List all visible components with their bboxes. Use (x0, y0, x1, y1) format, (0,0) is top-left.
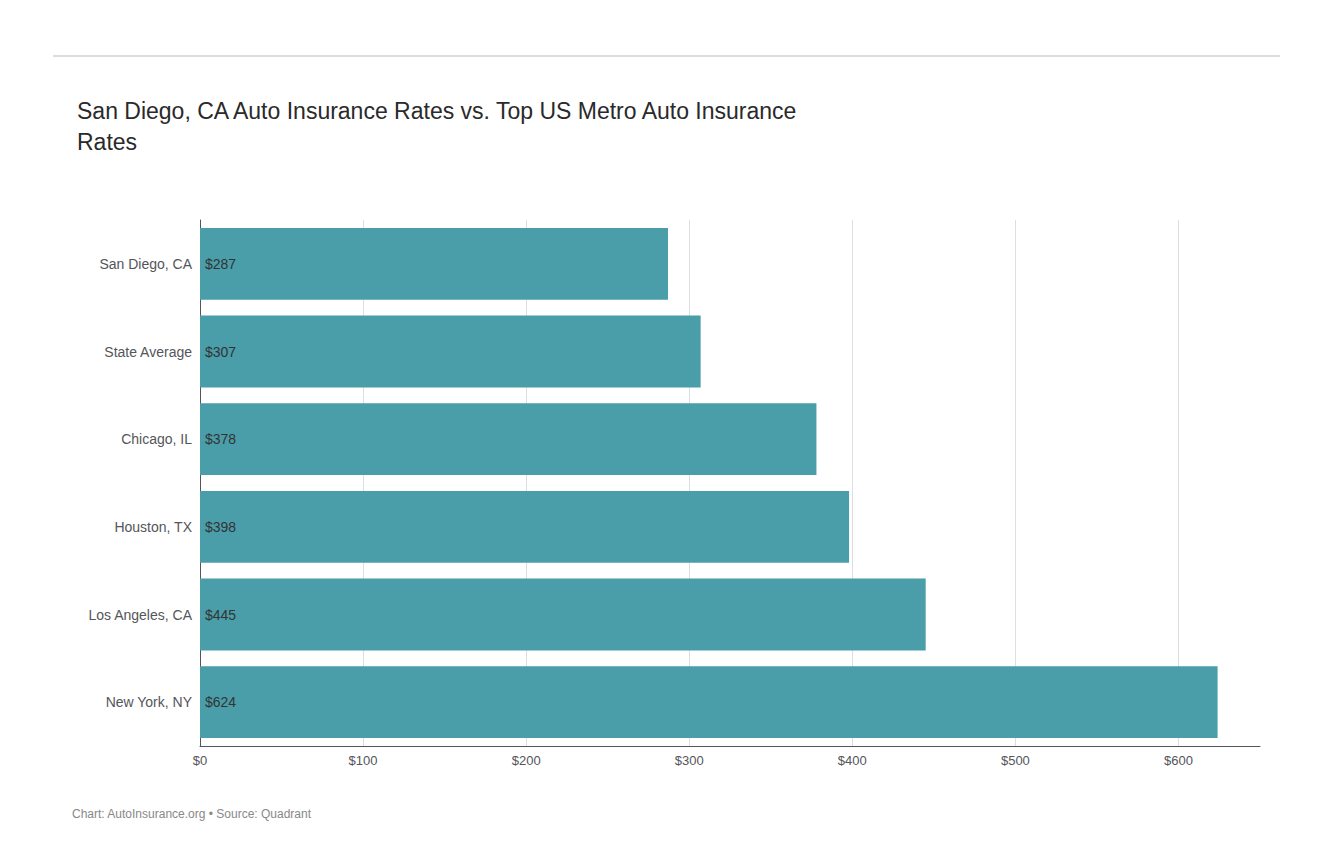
svg-text:$200: $200 (512, 753, 541, 768)
svg-text:$445: $445 (205, 607, 236, 623)
svg-text:Rates: Rates (77, 129, 137, 155)
svg-text:$600: $600 (1164, 753, 1193, 768)
svg-text:San Diego, CA: San Diego, CA (99, 256, 192, 272)
svg-text:$378: $378 (205, 431, 236, 447)
svg-text:$624: $624 (205, 694, 236, 710)
svg-text:$307: $307 (205, 344, 236, 360)
svg-text:$300: $300 (675, 753, 704, 768)
svg-text:New York, NY: New York, NY (106, 694, 193, 710)
svg-text:State Average: State Average (104, 344, 192, 360)
svg-text:$398: $398 (205, 519, 236, 535)
svg-text:San Diego, CA Auto Insurance R: San Diego, CA Auto Insurance Rates vs. T… (77, 98, 796, 124)
svg-text:$100: $100 (349, 753, 378, 768)
svg-text:Houston, TX: Houston, TX (114, 519, 192, 535)
svg-text:Chart: AutoInsurance.org • Sou: Chart: AutoInsurance.org • Source: Quadr… (72, 807, 312, 821)
svg-text:$0: $0 (193, 753, 207, 768)
svg-text:$500: $500 (1001, 753, 1030, 768)
svg-text:Los Angeles, CA: Los Angeles, CA (88, 607, 192, 623)
svg-text:$400: $400 (838, 753, 867, 768)
svg-text:$287: $287 (205, 256, 236, 272)
svg-text:Chicago, IL: Chicago, IL (121, 431, 192, 447)
